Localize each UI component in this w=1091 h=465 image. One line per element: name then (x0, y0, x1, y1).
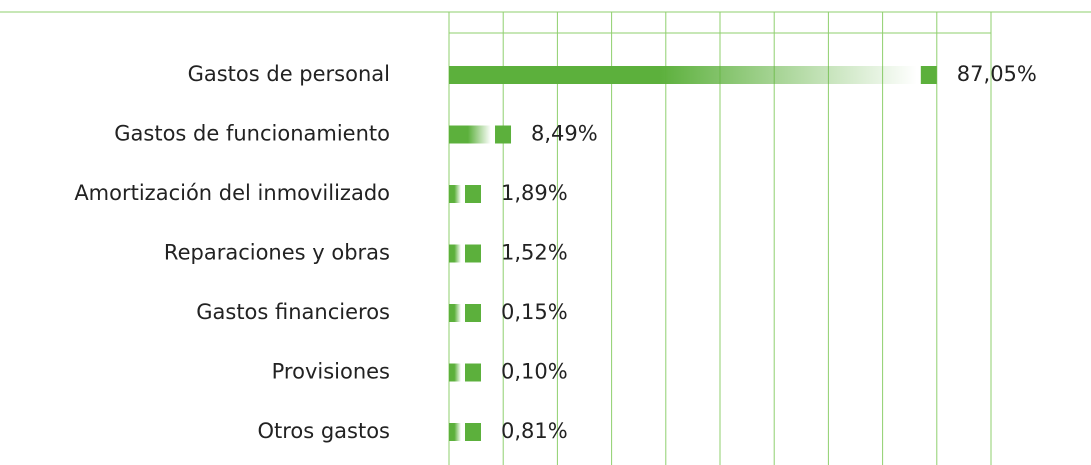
bar-cap (920, 66, 937, 84)
category-label: Reparaciones y obras (164, 241, 390, 265)
bar-cap (495, 125, 512, 144)
value-label: 8,49% (531, 122, 598, 146)
value-label: 1,89% (501, 181, 568, 205)
bar (449, 363, 481, 382)
bar-body (449, 125, 492, 144)
bar-cap (465, 185, 481, 203)
bar-cap (465, 363, 481, 382)
value-label: 0,10% (501, 360, 568, 384)
bar (449, 185, 481, 203)
category-label: Gastos de funcionamiento (114, 122, 390, 146)
bar-body (449, 423, 461, 441)
bar (449, 66, 937, 84)
category-label: Gastos financieros (196, 300, 390, 324)
bar (449, 244, 481, 263)
bar-cap (465, 304, 481, 322)
bar-body (449, 304, 461, 322)
bar (449, 423, 481, 441)
value-label: 87,05% (957, 62, 1037, 86)
category-label: Gastos de personal (188, 62, 390, 86)
bar-body (449, 363, 461, 382)
bar-body (449, 185, 461, 203)
value-label: 0,15% (501, 300, 568, 324)
bar-cap (465, 244, 481, 263)
bar-body (449, 244, 461, 263)
category-label: Provisiones (272, 360, 390, 384)
bar (449, 125, 512, 144)
value-label: 0,81% (501, 419, 568, 443)
bar-body (449, 66, 917, 84)
bar-cap (465, 423, 481, 441)
category-label: Otros gastos (257, 419, 390, 443)
value-label: 1,52% (501, 241, 568, 265)
category-label: Amortización del inmovilizado (74, 181, 390, 205)
bar (449, 304, 481, 322)
